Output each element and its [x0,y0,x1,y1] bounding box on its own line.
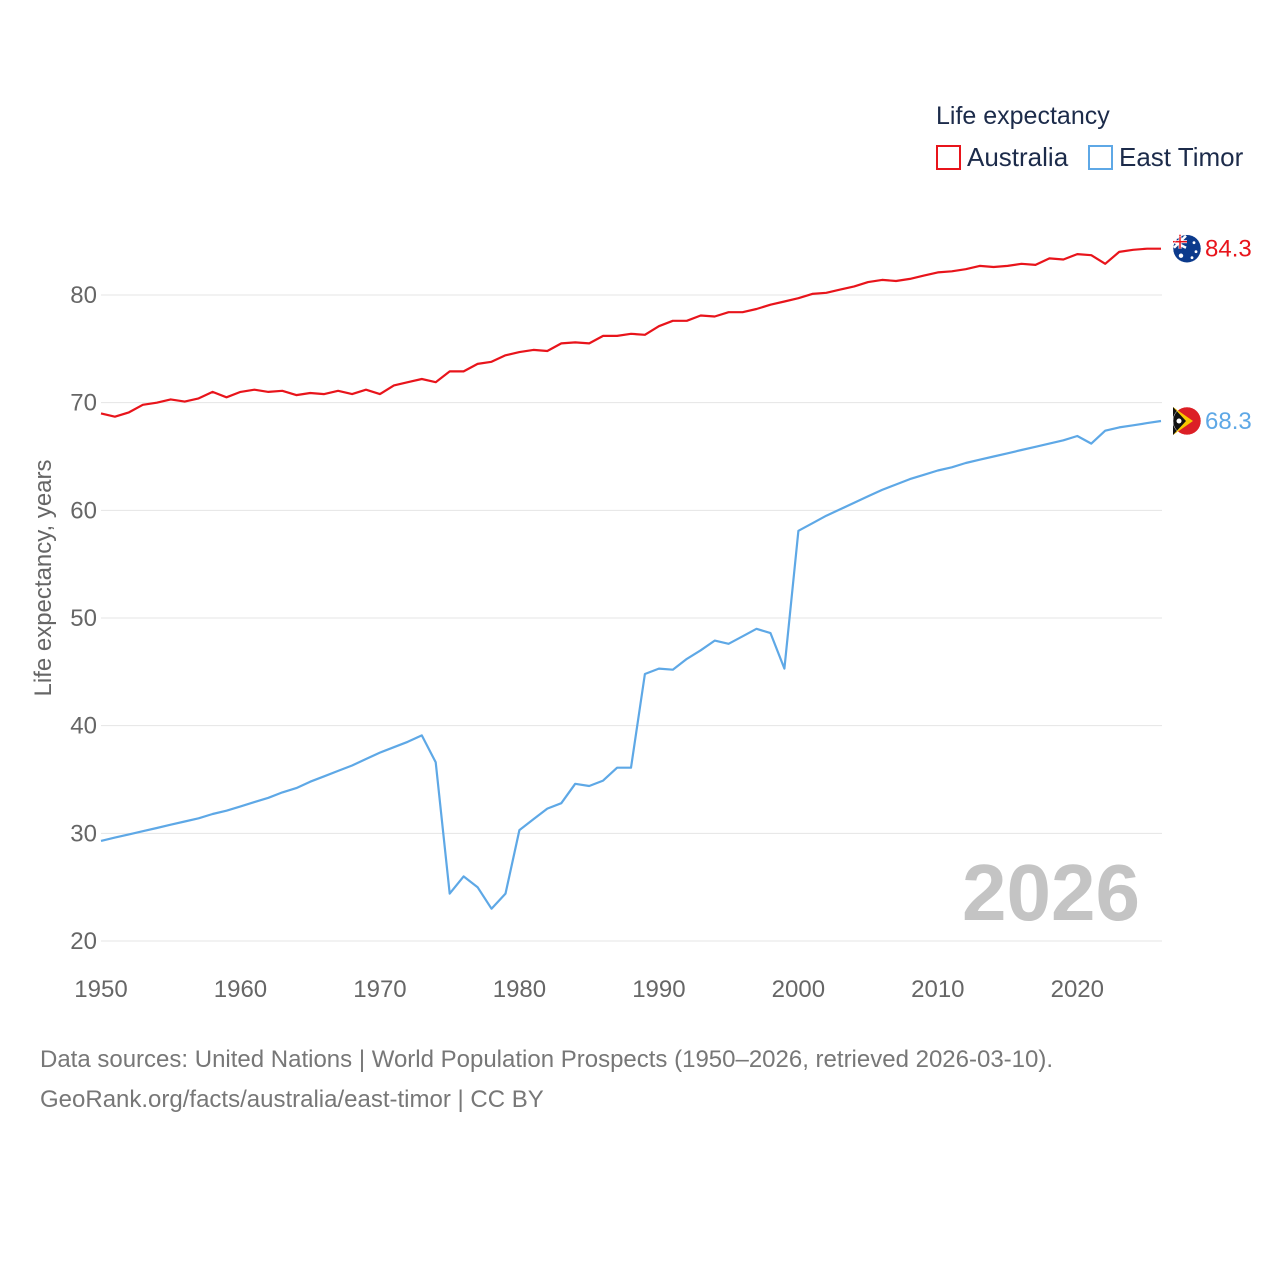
data-sources-text: Data sources: United Nations | World Pop… [40,1046,1054,1073]
x-tick-label-1960: 1960 [214,976,267,1003]
y-axis-title: Life expectancy, years [30,459,57,696]
series-line-australia[interactable] [100,247,1161,418]
legend-swatch-australia [936,145,961,170]
y-tick-label-30: 30 [70,820,97,847]
x-tick-label-1950: 1950 [74,976,127,1003]
legend-swatch-east-timor [1088,145,1113,170]
series-end-markers: 84.3 68.3 [1172,234,1252,436]
credit-link[interactable]: GeoRank.org/facts/australia/east-timor |… [40,1086,544,1113]
gridlines [101,294,1162,942]
y-axis: 20 30 40 50 60 70 80 [70,282,97,955]
x-tick-label-2020: 2020 [1051,976,1104,1003]
y-tick-label-50: 50 [70,605,97,632]
legend-label-east-timor: East Timor [1119,142,1244,172]
legend-title: Life expectancy [936,102,1110,130]
x-tick-label-2000: 2000 [772,976,825,1003]
y-tick-label-80: 80 [70,282,97,309]
year-watermark: 2026 [962,848,1140,937]
x-axis: 1950 1960 1970 1980 1990 2000 2010 2020 [74,976,1104,1003]
source-note: Data sources: United Nations | World Pop… [40,1040,1053,1120]
east-timor-flag-icon [1172,406,1202,436]
y-tick-label-70: 70 [70,390,97,417]
y-tick-label-20: 20 [70,928,97,955]
y-tick-label-40: 40 [70,713,97,740]
end-value-label-australia: 84.3 [1205,236,1252,263]
life-expectancy-chart: 20 30 40 50 60 70 80 1950 1960 1970 1980 1990 2000 2… [30,102,1252,1003]
x-tick-label-1980: 1980 [493,976,546,1003]
x-tick-label-1990: 1990 [632,976,685,1003]
end-value-label-east-timor: 68.3 [1205,408,1252,435]
australia-flag-icon [1172,234,1202,263]
x-tick-label-1970: 1970 [353,976,406,1003]
y-tick-label-60: 60 [70,497,97,524]
series-line-east-timor[interactable] [100,419,1162,910]
legend-label-australia: Australia [967,142,1069,172]
series-lines [100,247,1162,910]
legend-item-australia[interactable]: Australia [936,142,1069,172]
legend: Life expectancy Australia East Timor [936,102,1244,172]
x-tick-label-2010: 2010 [911,976,964,1003]
legend-item-east-timor[interactable]: East Timor [1088,142,1244,172]
